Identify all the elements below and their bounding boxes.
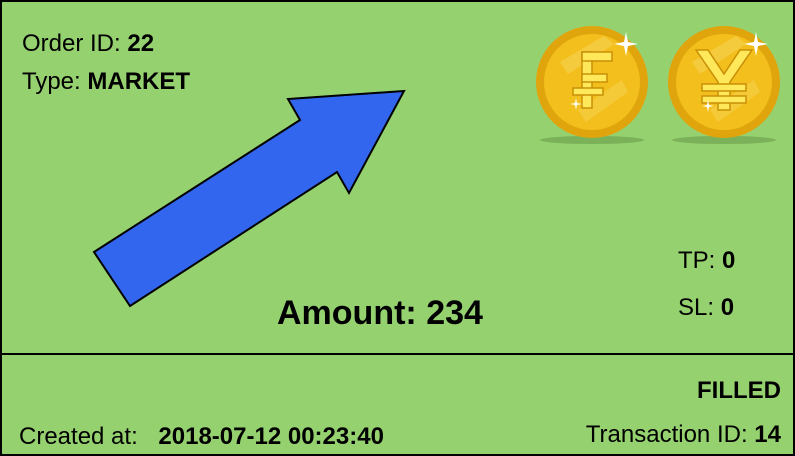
yen-coin-icon: [668, 26, 780, 144]
status-badge: FILLED: [697, 377, 781, 404]
take-profit: TP: 0: [678, 249, 735, 273]
created-at-label: Created at:: [19, 423, 138, 450]
amount-value: 234: [426, 294, 483, 332]
stop-loss-label: SL:: [678, 294, 715, 321]
stop-loss: SL: 0: [678, 296, 734, 320]
order-type-value: MARKET: [87, 68, 191, 95]
order-amount: Amount: 234: [277, 296, 483, 330]
order-type: Type: MARKET: [22, 70, 190, 94]
amount-label: Amount:: [277, 294, 417, 332]
transaction-id-label: Transaction ID:: [585, 421, 748, 448]
take-profit-label: TP:: [678, 247, 716, 274]
order-id-value: 22: [127, 30, 155, 57]
created-at-value: 2018-07-12 00:23:40: [158, 423, 384, 450]
order-id-label: Order ID:: [22, 30, 121, 57]
stop-loss-value: 0: [720, 294, 735, 321]
transaction-id-value: 14: [754, 421, 781, 448]
take-profit-value: 0: [722, 247, 736, 274]
order-id: Order ID: 22: [22, 32, 154, 56]
franc-coin-icon: [536, 26, 648, 144]
footer-divider: [2, 353, 793, 355]
created-at: Created at: 2018-07-12 00:23:40: [19, 425, 384, 449]
transaction-id: Transaction ID: 14: [586, 423, 781, 447]
order-type-label: Type:: [22, 68, 81, 95]
up-right-arrow-icon: [92, 89, 406, 308]
